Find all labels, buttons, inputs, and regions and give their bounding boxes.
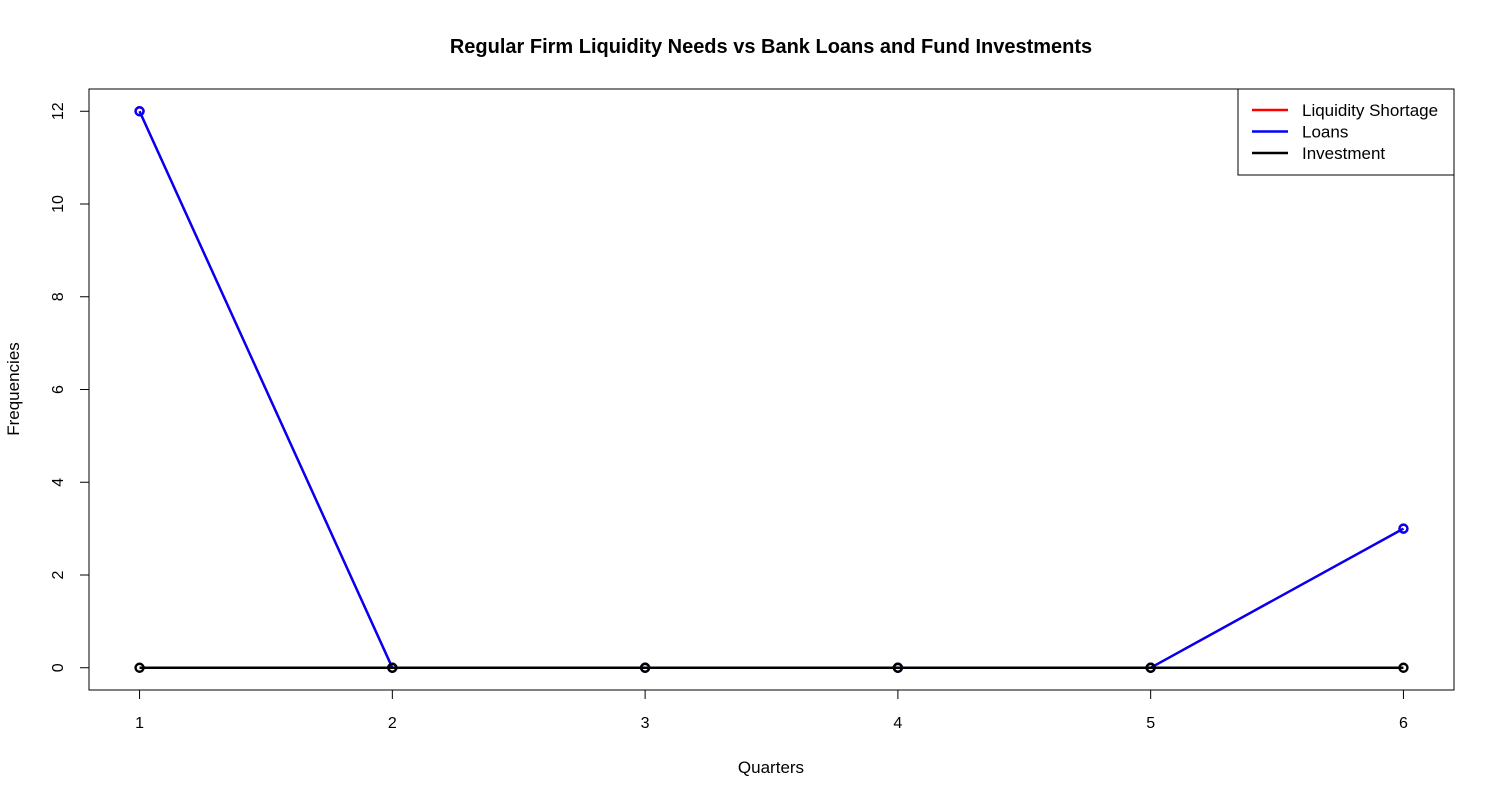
x-tick-label: 2 <box>388 715 397 732</box>
data-point <box>134 662 145 673</box>
data-point <box>387 662 398 673</box>
y-tick-label: 0 <box>50 663 67 672</box>
series-liquidity-shortage <box>134 106 1409 673</box>
legend-label: Investment <box>1302 144 1385 163</box>
data-point <box>1398 523 1409 534</box>
y-axis-label: Frequencies <box>4 342 23 436</box>
y-tick-label: 8 <box>50 292 67 301</box>
chart-title: Regular Firm Liquidity Needs vs Bank Loa… <box>450 36 1092 58</box>
x-tick-label: 4 <box>893 715 902 732</box>
x-tick-label: 6 <box>1399 715 1408 732</box>
data-point <box>639 662 651 673</box>
data-point <box>134 106 145 117</box>
x-tick-label: 3 <box>641 715 650 732</box>
series-investment <box>134 662 1409 673</box>
series-loans <box>134 106 1409 673</box>
x-axis-label: Quarters <box>738 758 804 777</box>
y-tick-label: 2 <box>50 570 67 579</box>
data-point <box>1398 662 1409 673</box>
y-tick-label: 4 <box>50 478 67 487</box>
y-tick-label: 12 <box>50 102 67 120</box>
y-tick-label: 10 <box>50 195 67 213</box>
x-tick-label: 1 <box>135 715 144 732</box>
series-layer <box>134 106 1409 673</box>
data-point <box>892 662 904 673</box>
series-line <box>138 110 1405 669</box>
y-tick-label: 6 <box>50 385 67 394</box>
y-axis: 0 2 4 6 8 10 12 <box>50 102 90 672</box>
legend: Liquidity Shortage Loans Investment <box>1237 88 1455 176</box>
series-line <box>138 110 1405 669</box>
legend-label: Liquidity Shortage <box>1302 101 1438 120</box>
plot-area-frame <box>88 88 1455 691</box>
legend-label: Loans <box>1302 123 1348 142</box>
x-tick-label: 5 <box>1146 715 1155 732</box>
x-axis: 1 2 3 4 5 6 <box>135 689 1408 732</box>
data-point <box>1145 662 1156 673</box>
